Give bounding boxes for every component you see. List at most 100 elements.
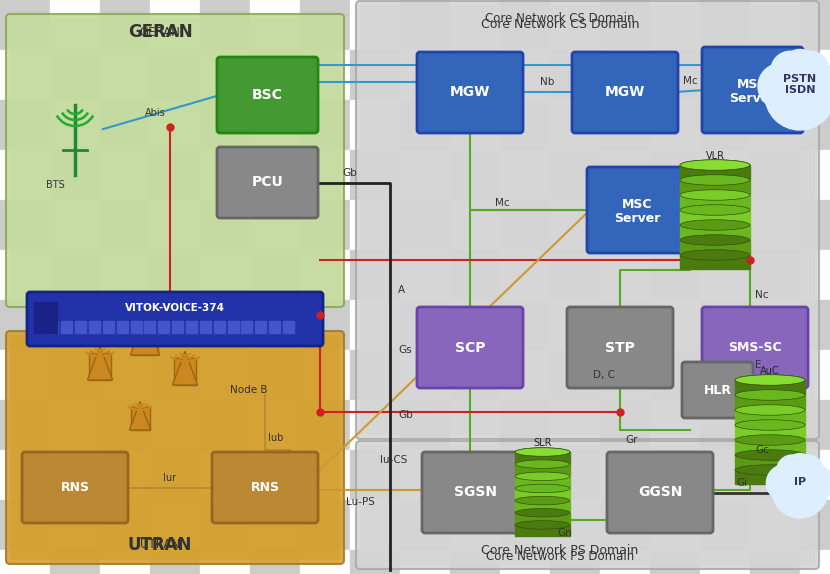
Bar [600,250,650,300]
Bar [550,100,600,150]
Ellipse shape [735,450,805,460]
Bar [650,500,700,550]
FancyBboxPatch shape [567,307,673,388]
Bar [680,165,750,179]
Bar [200,150,250,200]
Ellipse shape [515,484,570,492]
Bar [650,450,700,500]
Text: Nb: Nb [540,77,554,87]
Bar [500,300,550,350]
FancyBboxPatch shape [422,452,528,533]
Text: VLR: VLR [706,151,725,161]
Bar [600,300,650,350]
FancyBboxPatch shape [360,5,815,435]
Bar [450,350,500,400]
Bar [50,300,100,350]
Ellipse shape [515,521,570,529]
FancyArrow shape [130,407,149,430]
Text: Server: Server [614,211,661,224]
Bar [75,321,86,333]
Bar [700,550,750,574]
Bar [150,500,200,550]
Bar [550,0,600,50]
Bar [700,200,750,250]
Bar [700,500,750,550]
Bar [515,501,570,511]
Circle shape [790,51,829,90]
Bar [100,450,150,500]
Bar [150,450,200,500]
Text: STP: STP [605,340,635,355]
Text: D, C: D, C [593,370,615,380]
Bar [227,321,238,333]
Text: GERAN: GERAN [128,23,193,41]
Bar [450,300,500,350]
Bar [300,100,350,150]
Ellipse shape [735,435,805,445]
Bar [650,300,700,350]
Circle shape [797,465,830,501]
Bar [100,350,150,400]
Bar [700,50,750,100]
Bar [200,350,250,400]
Bar [750,500,800,550]
FancyBboxPatch shape [356,1,819,439]
Bar [350,300,400,350]
FancyBboxPatch shape [587,167,688,253]
Bar [0,50,50,100]
Bar [50,100,100,150]
Bar [515,464,570,475]
Bar [200,500,250,550]
Bar [550,500,600,550]
Circle shape [765,60,830,130]
Bar [735,410,805,424]
Bar [89,321,100,333]
Bar [700,250,750,300]
FancyBboxPatch shape [360,445,815,565]
Text: SGSN: SGSN [453,486,496,499]
Text: Core Network CS Domain: Core Network CS Domain [486,11,635,25]
Bar [0,550,50,574]
Ellipse shape [735,375,805,385]
Bar [600,500,650,550]
Bar [750,100,800,150]
Bar [150,100,200,150]
Bar [500,450,550,500]
Bar [350,500,400,550]
Text: Gn: Gn [558,528,573,538]
Bar [600,200,650,250]
Text: MGW: MGW [450,86,491,99]
Bar [200,250,250,300]
Bar [159,321,169,333]
Bar [250,150,300,200]
Bar [700,0,750,50]
Bar [250,400,300,450]
Ellipse shape [515,509,570,517]
Bar [700,150,750,200]
Bar [0,400,50,450]
Bar [600,150,650,200]
Bar [700,450,750,500]
Bar [550,150,600,200]
Text: Gi: Gi [736,478,748,488]
Bar [250,350,300,400]
FancyBboxPatch shape [6,331,344,564]
Ellipse shape [735,465,805,475]
Bar [242,321,252,333]
Ellipse shape [735,420,805,430]
Ellipse shape [680,250,750,260]
Bar [650,100,700,150]
Text: MGW: MGW [605,86,645,99]
Bar [50,350,100,400]
Bar [450,50,500,100]
Ellipse shape [515,497,570,505]
Circle shape [772,462,828,518]
FancyBboxPatch shape [212,452,318,523]
Bar [300,0,350,50]
Bar [50,50,100,100]
Bar [150,400,200,450]
Bar [515,476,570,487]
FancyBboxPatch shape [417,52,523,133]
FancyBboxPatch shape [702,47,803,133]
Bar [650,0,700,50]
